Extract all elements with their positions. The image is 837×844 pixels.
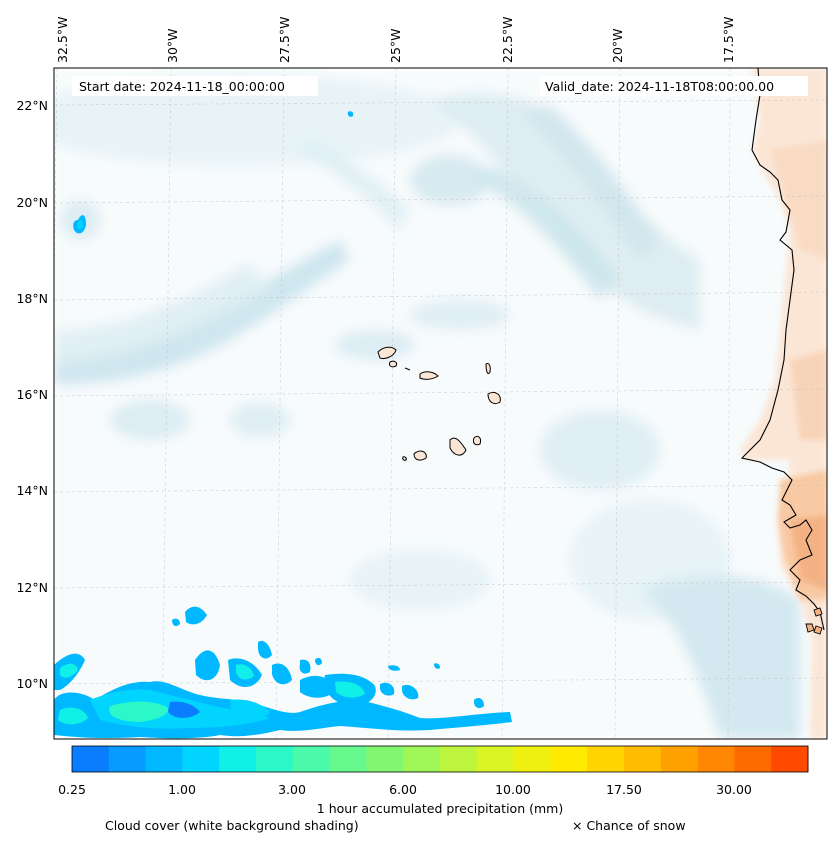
graticule	[54, 68, 827, 739]
colorbar-segment-17	[697, 746, 735, 772]
colorbar-tick-1-00: 1.00	[168, 782, 196, 797]
longitude-labels: 32.5°W 30°W 27.5°W 25°W 22.5°W 20°W 17.5…	[55, 17, 736, 63]
lon-label-30w: 30°W	[165, 28, 180, 63]
colorbar-tick-17-50: 17.50	[606, 782, 642, 797]
valid-date-box	[540, 76, 808, 96]
lat-label-18n: 18°N	[16, 291, 48, 306]
lon-label-17-5w: 17.5°W	[721, 17, 736, 63]
colorbar-segment-1	[108, 746, 147, 772]
start-date-box	[72, 76, 318, 96]
colorbar-segment-13	[550, 746, 588, 772]
colorbar	[72, 746, 809, 772]
cape-verde-islands	[377, 346, 501, 461]
start-date-label: Start date: 2024-11-18_00:00:00	[79, 79, 285, 94]
colorbar-segment-9	[403, 746, 441, 772]
colorbar-label: 1 hour accumulated precipitation (mm)	[316, 801, 564, 816]
lat-label-20n: 20°N	[16, 195, 48, 210]
bissagos-islands	[805, 607, 823, 635]
colorbar-tick-0-25: 0.25	[58, 782, 86, 797]
lat-label-14n: 14°N	[16, 483, 48, 498]
lon-label-22-5w: 22.5°W	[500, 17, 515, 63]
precipitation-areas	[54, 111, 512, 739]
valid-date-label: Valid_date: 2024-11-18T08:00:00.00	[545, 79, 774, 94]
colorbar-segment-0	[72, 746, 110, 772]
colorbar-tick-10-00: 10.00	[495, 782, 531, 797]
colorbar-tick-3-00: 3.00	[278, 782, 306, 797]
colorbar-tick-30-00: 30.00	[716, 782, 752, 797]
colorbar-segment-8	[366, 746, 404, 772]
lat-label-16n: 16°N	[16, 387, 48, 402]
colorbar-segment-19	[771, 746, 809, 772]
cloud-cover-legend: Cloud cover (white background shading)	[105, 818, 359, 833]
colorbar-segment-15	[624, 746, 662, 772]
colorbar-segment-14	[587, 746, 625, 772]
lat-label-10n: 10°N	[16, 676, 48, 691]
colorbar-segment-7	[329, 746, 367, 772]
colorbar-segment-3	[182, 746, 220, 772]
colorbar-frame	[71, 745, 809, 773]
colorbar-segment-6	[292, 746, 331, 772]
lon-label-27-5w: 27.5°W	[277, 17, 292, 63]
lat-label-12n: 12°N	[16, 580, 48, 595]
colorbar-segment-12	[513, 746, 551, 772]
colorbar-segment-11	[476, 746, 515, 772]
land-shading	[740, 68, 827, 739]
colorbar-segment-16	[660, 746, 699, 772]
cloud-cover-shading	[54, 68, 827, 739]
lon-label-32-5w: 32.5°W	[55, 17, 70, 63]
latitude-labels: 22°N 20°N 18°N 16°N 14°N 12°N 10°N	[16, 98, 48, 691]
colorbar-segment-2	[145, 746, 183, 772]
africa-coastline	[740, 68, 825, 631]
lon-label-25w: 25°W	[388, 28, 403, 63]
colorbar-segment-10	[440, 746, 478, 772]
snow-legend: × Chance of snow	[572, 818, 686, 833]
colorbar-segment-5	[256, 746, 294, 772]
colorbar-segment-4	[219, 746, 257, 772]
colorbar-segment-18	[734, 746, 772, 772]
lon-label-20w: 20°W	[610, 28, 625, 63]
map-frame	[53, 67, 828, 740]
lat-label-22n: 22°N	[16, 98, 48, 113]
colorbar-tick-6-00: 6.00	[389, 782, 417, 797]
